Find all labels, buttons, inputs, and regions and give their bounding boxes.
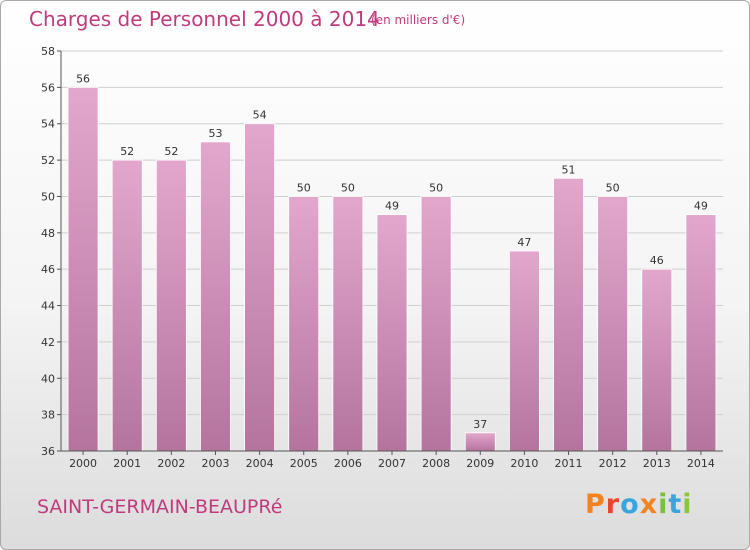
bar-2013 [641, 268, 673, 452]
bars [67, 86, 717, 452]
bar-value-label: 50 [341, 181, 355, 194]
bar-2014 [685, 214, 717, 452]
logo-letter: i [658, 489, 669, 520]
logo-letter: r [605, 489, 621, 520]
proxiti-logo[interactable]: Proxiti [585, 489, 693, 520]
x-axis-ticks: 2000 2001 2002 2003 2004 2005 2006 2007 2008 2009… [69, 451, 715, 470]
y-tick-label: 42 [41, 336, 55, 349]
bar-value-label: 52 [120, 145, 134, 158]
bar-2009 [464, 432, 496, 452]
bar-2011 [553, 177, 584, 452]
y-axis-ticks: 36 38 40 42 44 46 48 50 52 54 56 58 [41, 45, 61, 458]
y-tick-label: 36 [41, 445, 55, 458]
logo-letter: P [585, 489, 606, 520]
bar-2003 [200, 141, 231, 452]
bar-2004 [244, 123, 276, 452]
x-tick-label: 2001 [113, 457, 141, 470]
x-tick-label: 2004 [246, 457, 274, 470]
bar-value-label: 51 [562, 163, 576, 176]
x-tick-label: 2000 [69, 457, 97, 470]
x-tick-label: 2014 [687, 457, 715, 470]
y-tick-label: 54 [41, 118, 55, 131]
bar-value-label: 37 [473, 418, 487, 431]
x-tick-label: 2011 [555, 457, 583, 470]
x-tick-label: 2013 [643, 457, 671, 470]
y-tick-label: 46 [41, 263, 55, 276]
bar-value-label: 49 [385, 200, 399, 213]
bar-value-label: 49 [694, 200, 708, 213]
bar-value-label: 52 [164, 145, 178, 158]
bar-2007 [376, 214, 408, 452]
bar-value-labels: 56 52 52 53 54 50 50 49 50 37 47 51 50 46 49 [76, 72, 708, 430]
bar-value-label: 50 [429, 181, 443, 194]
bar-value-label: 53 [208, 127, 222, 140]
x-tick-label: 2008 [422, 457, 450, 470]
y-tick-label: 58 [41, 45, 55, 58]
bar-2008 [420, 196, 452, 452]
x-tick-label: 2009 [466, 457, 494, 470]
bar-2002 [155, 159, 187, 452]
logo-letter: o [620, 489, 640, 520]
y-tick-label: 38 [41, 409, 55, 422]
x-tick-label: 2005 [290, 457, 318, 470]
logo-letter: t [668, 489, 683, 520]
bar-2012 [597, 196, 629, 452]
commune-name: SAINT-GERMAIN-BEAUPRé [37, 496, 283, 518]
x-tick-label: 2002 [157, 457, 185, 470]
y-tick-label: 44 [41, 300, 55, 313]
bar-2000 [67, 86, 99, 452]
logo-letter: i [682, 489, 693, 520]
x-tick-label: 2010 [510, 457, 538, 470]
bar-2010 [508, 250, 540, 452]
x-tick-label: 2006 [334, 457, 362, 470]
y-tick-label: 50 [41, 190, 55, 203]
bar-value-label: 50 [297, 181, 311, 194]
bar-value-label: 54 [253, 109, 267, 122]
logo-letter: x [639, 489, 659, 520]
bar-2006 [332, 196, 364, 452]
chart-title: Charges de Personnel 2000 à 2014 [29, 7, 380, 31]
bar-2005 [288, 196, 320, 452]
chart-unit-note: (en milliers d'€) [371, 13, 466, 27]
bar-value-label: 47 [517, 236, 531, 249]
x-tick-label: 2012 [599, 457, 627, 470]
x-tick-label: 2003 [201, 457, 229, 470]
x-tick-label: 2007 [378, 457, 406, 470]
bar-value-label: 50 [606, 181, 620, 194]
bar-value-label: 46 [650, 254, 664, 267]
y-tick-label: 48 [41, 227, 55, 240]
y-tick-label: 56 [41, 81, 55, 94]
bar-value-label: 56 [76, 72, 90, 85]
y-tick-label: 52 [41, 154, 55, 167]
y-tick-label: 40 [41, 372, 55, 385]
bar-2001 [111, 159, 143, 452]
